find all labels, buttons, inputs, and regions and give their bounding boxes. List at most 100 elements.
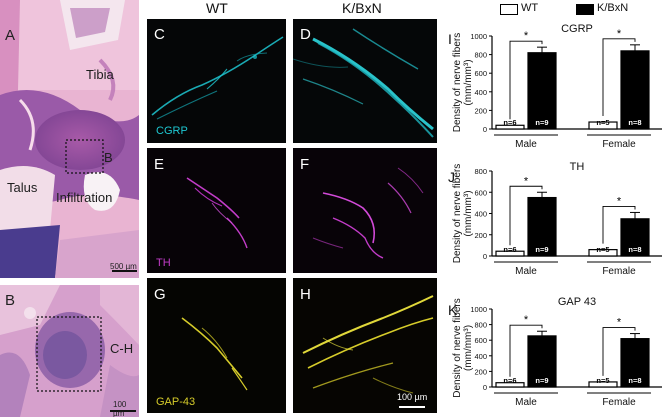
n-label: n=9	[535, 118, 548, 127]
n-label: n=8	[628, 245, 641, 254]
scale-label-a: 500 µm	[110, 262, 137, 271]
bar-kbxn-male	[527, 196, 557, 257]
significance-bracket	[602, 38, 636, 117]
panel-letter-h: H	[300, 286, 311, 303]
y-tick-label: 200	[474, 231, 487, 240]
significance-star: *	[524, 30, 529, 42]
y-axis-unit: (mm/mm³)	[463, 190, 474, 236]
y-tick-label: 200	[474, 106, 487, 115]
panel-letter-a: A	[5, 27, 16, 44]
y-tick-label: 1000	[470, 32, 487, 41]
histology-panel-a: A Tibia Talus Infiltration B 500 µm	[0, 0, 139, 278]
th-kbxn-image	[312, 167, 424, 259]
y-tick-label: 600	[474, 336, 487, 345]
panel-letter-f: F	[300, 156, 310, 173]
micro-panel-f: F	[293, 148, 437, 273]
significance-star: *	[524, 175, 529, 187]
bar-wt-female	[588, 249, 618, 257]
inset-box-b-label: B	[104, 150, 113, 165]
bar-wt-male	[495, 250, 525, 257]
bar-wt-female	[588, 381, 618, 388]
n-label: n=5	[596, 376, 609, 385]
group-label-female: Female	[602, 266, 636, 277]
n-label: n=8	[628, 376, 641, 385]
panel-letter-b: B	[5, 292, 16, 309]
column-header-wt: WT	[206, 0, 228, 16]
y-axis-unit: (mm/mm³)	[463, 59, 474, 105]
group-label-female: Female	[602, 397, 636, 408]
y-tick-label: 0	[483, 252, 487, 261]
stain-label-th: TH	[156, 257, 171, 269]
y-axis-label: Density of nerve fibers	[452, 164, 463, 264]
micro-panel-d: D	[293, 19, 437, 143]
group-label-female: Female	[602, 139, 636, 150]
micro-panel-c: C CGRP	[147, 19, 286, 143]
n-label: n=6	[503, 118, 516, 127]
y-axis-label: Density of nerve fibers	[452, 33, 463, 133]
inset-box-ch-label: C-H	[110, 341, 134, 356]
infiltration-label: Infiltration	[56, 190, 113, 205]
n-label: n=5	[596, 118, 609, 127]
significance-bracket	[509, 40, 543, 120]
y-tick-label: 400	[474, 352, 487, 361]
scale-bar-h	[399, 406, 425, 408]
cgrp-wt-image	[151, 36, 284, 120]
inset-box-ch	[36, 316, 102, 392]
legend-swatch-kbxn	[576, 4, 594, 15]
significance-star: *	[617, 28, 622, 40]
significance-bracket	[509, 324, 543, 377]
bar-kbxn-male	[527, 335, 557, 388]
y-tick-label: 1000	[470, 305, 487, 314]
y-tick-label: 0	[483, 383, 487, 392]
bar-kbxn-female	[620, 50, 650, 130]
n-label: n=5	[596, 245, 609, 254]
tibia-label: Tibia	[86, 67, 114, 82]
bar-wt-female	[588, 121, 618, 130]
scale-label-b: 100 µm	[113, 400, 127, 417]
significance-star: *	[617, 317, 622, 329]
panel-letter-g: G	[154, 286, 166, 303]
significance-bracket	[509, 185, 543, 246]
bar-kbxn-female	[620, 218, 650, 257]
bar-wt-male	[495, 382, 525, 388]
legend-label-wt: WT	[521, 2, 539, 14]
y-tick-label: 800	[474, 167, 487, 176]
y-tick-label: 200	[474, 367, 487, 376]
significance-star: *	[617, 195, 622, 207]
y-axis-label: Density of nerve fibers	[452, 298, 463, 398]
histology-b-image	[0, 285, 139, 417]
n-label: n=6	[503, 376, 516, 385]
panel-letter-e: E	[154, 156, 165, 173]
y-tick-label: 600	[474, 188, 487, 197]
micro-panel-e: E TH	[147, 148, 286, 273]
chart-title: CGRP	[561, 23, 593, 35]
inset-box-b	[65, 139, 104, 174]
chart-letter-k: K	[448, 302, 458, 318]
significance-bracket	[602, 327, 636, 376]
gap43-kbxn-image	[302, 295, 434, 408]
panel-letter-c: C	[154, 26, 165, 43]
micro-panel-h: H 100 µm	[293, 278, 437, 413]
y-tick-label: 400	[474, 88, 487, 97]
chart-title: TH	[570, 161, 585, 173]
chart-title: GAP 43	[558, 296, 596, 308]
stain-label-cgrp: CGRP	[156, 125, 188, 137]
y-tick-label: 800	[474, 51, 487, 60]
micro-panel-g: G GAP-43	[147, 278, 286, 413]
n-label: n=8	[628, 118, 641, 127]
n-label: n=6	[503, 245, 516, 254]
bar-wt-male	[495, 124, 525, 130]
group-label-male: Male	[515, 139, 537, 150]
bar-kbxn-male	[527, 52, 557, 130]
y-tick-label: 800	[474, 321, 487, 330]
chart-letter-j: J	[448, 169, 455, 185]
talus-label: Talus	[7, 180, 38, 195]
significance-star: *	[524, 314, 529, 326]
panel-letter-d: D	[300, 26, 311, 43]
cgrp-kbxn-image	[293, 28, 434, 138]
legend-swatch-wt	[500, 4, 518, 15]
scale-bar-a	[112, 270, 137, 272]
group-label-male: Male	[515, 397, 537, 408]
column-header-kbxn: K/BxN	[342, 0, 382, 16]
y-tick-label: 400	[474, 210, 487, 219]
